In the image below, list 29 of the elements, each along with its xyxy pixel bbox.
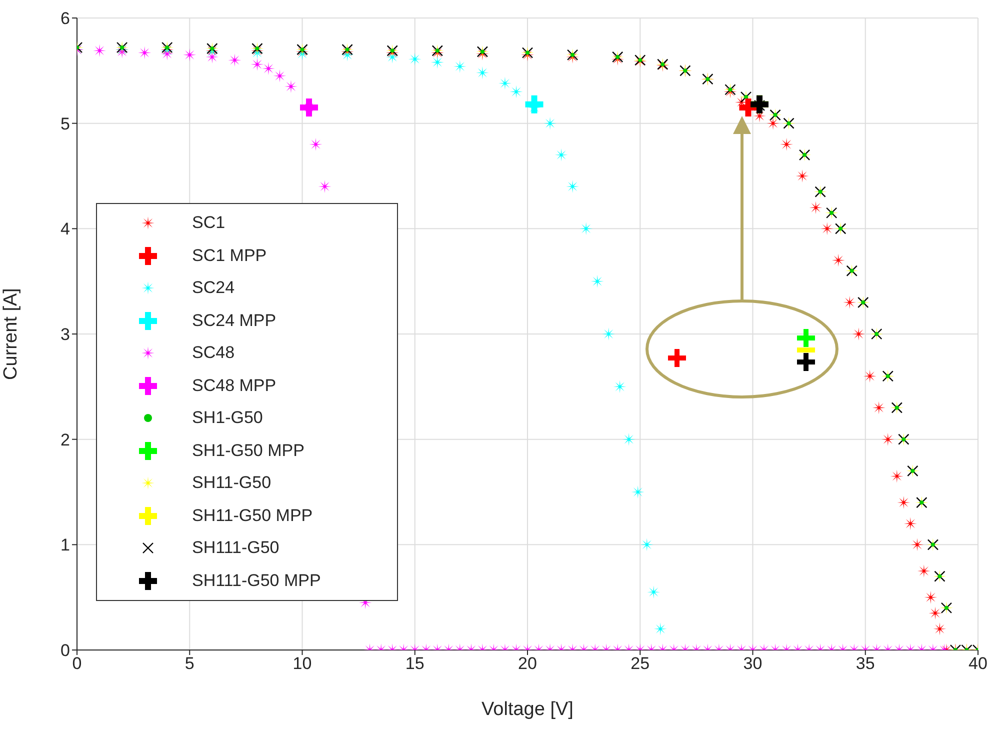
- x-tick-label: 5: [184, 654, 194, 674]
- x-tick-label: 30: [743, 654, 762, 674]
- x-tick-label: 35: [856, 654, 875, 674]
- legend-label: SH11-G50: [192, 473, 272, 494]
- y-tick-label: 1: [60, 536, 70, 555]
- x-tick-label: 25: [630, 654, 650, 674]
- y-tick-label: 0: [60, 641, 70, 660]
- legend-label: SH11-G50 MPP: [192, 506, 313, 526]
- y-tick-label: 2: [60, 430, 70, 450]
- legend-label: SC1: [192, 213, 226, 234]
- y-axis-title: Current [A]: [0, 288, 22, 380]
- y-tick-label: 5: [60, 114, 70, 134]
- y-tick-label: 3: [60, 325, 70, 344]
- legend-label: SC24 MPP: [192, 310, 276, 331]
- x-tick-label: 20: [518, 654, 537, 674]
- legend-label: SH1-G50 MPP: [192, 440, 304, 461]
- legend-label: SH1-G50: [192, 408, 263, 428]
- legend-label: SC1 MPP: [192, 246, 267, 266]
- legend-label: SC48: [192, 343, 235, 364]
- legend-label: SH111-G50 MPP: [192, 570, 321, 591]
- y-tick-label: 4: [60, 220, 70, 239]
- x-tick-label: 40: [968, 654, 988, 674]
- y-tick-label: 6: [60, 9, 70, 28]
- legend-label: SC48 MPP: [192, 376, 276, 396]
- x-tick-label: 10: [292, 654, 312, 674]
- x-tick-label: 15: [405, 654, 424, 674]
- legend-label: SH111-G50: [192, 538, 280, 558]
- x-axis-title: Voltage [V]: [482, 699, 574, 720]
- legend-label: SC24: [192, 278, 235, 298]
